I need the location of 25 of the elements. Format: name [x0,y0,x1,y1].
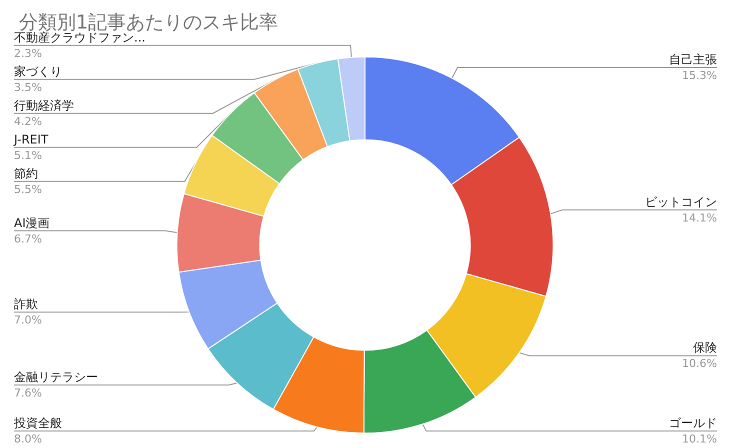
data-label: 5.5% [14,182,42,196]
slice-label: 家づくり [14,64,62,78]
slice-label: 保険 [693,340,717,355]
slice-label: ビットコイン [645,194,717,209]
data-label: 7.0% [14,314,42,327]
slice-label: AI漫画 [14,216,50,230]
slice-label: 自己主張 [669,52,717,67]
data-label: 14.1% [682,211,717,224]
data-label: 6.7% [14,232,42,246]
data-label: 10.6% [682,357,717,370]
data-label: 3.5% [14,80,42,94]
data-label: 4.2% [14,114,42,128]
slice-label: 投資全般 [13,416,62,430]
data-label: 15.3% [682,69,717,82]
slice-label: ゴールド [669,416,717,430]
data-label: 10.1% [682,432,717,446]
slice-label: 詐欺 [14,297,38,312]
data-label: 7.6% [14,386,42,400]
slice-label: 節約 [14,166,38,180]
data-label: 5.1% [14,148,42,162]
slice-label: 行動経済学 [14,98,74,112]
slice-label: 金融リテラシー [14,370,98,384]
data-label: 2.3% [14,46,42,60]
data-label: 8.0% [14,432,42,446]
slice-label: J-REIT [13,132,49,146]
